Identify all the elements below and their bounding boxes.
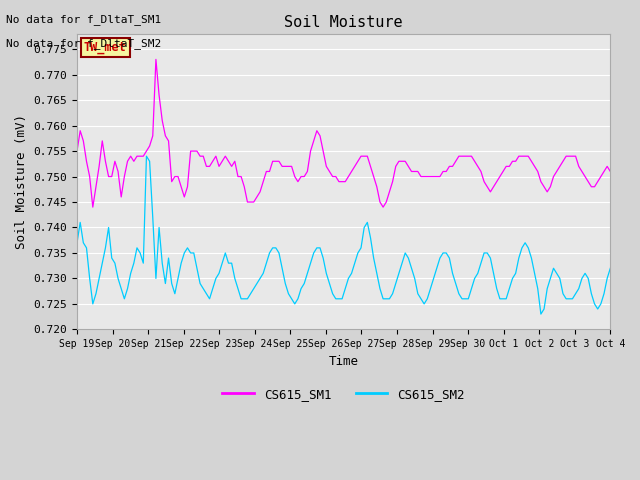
Text: No data for f_DltaT_SM2: No data for f_DltaT_SM2 bbox=[6, 38, 162, 49]
Legend: CS615_SM1, CS615_SM2: CS615_SM1, CS615_SM2 bbox=[218, 383, 470, 406]
Y-axis label: Soil Moisture (mV): Soil Moisture (mV) bbox=[15, 114, 28, 249]
Text: No data for f_DltaT_SM1: No data for f_DltaT_SM1 bbox=[6, 14, 162, 25]
X-axis label: Time: Time bbox=[329, 355, 358, 368]
Text: TW_met: TW_met bbox=[84, 41, 127, 54]
Title: Soil Moisture: Soil Moisture bbox=[284, 15, 403, 30]
